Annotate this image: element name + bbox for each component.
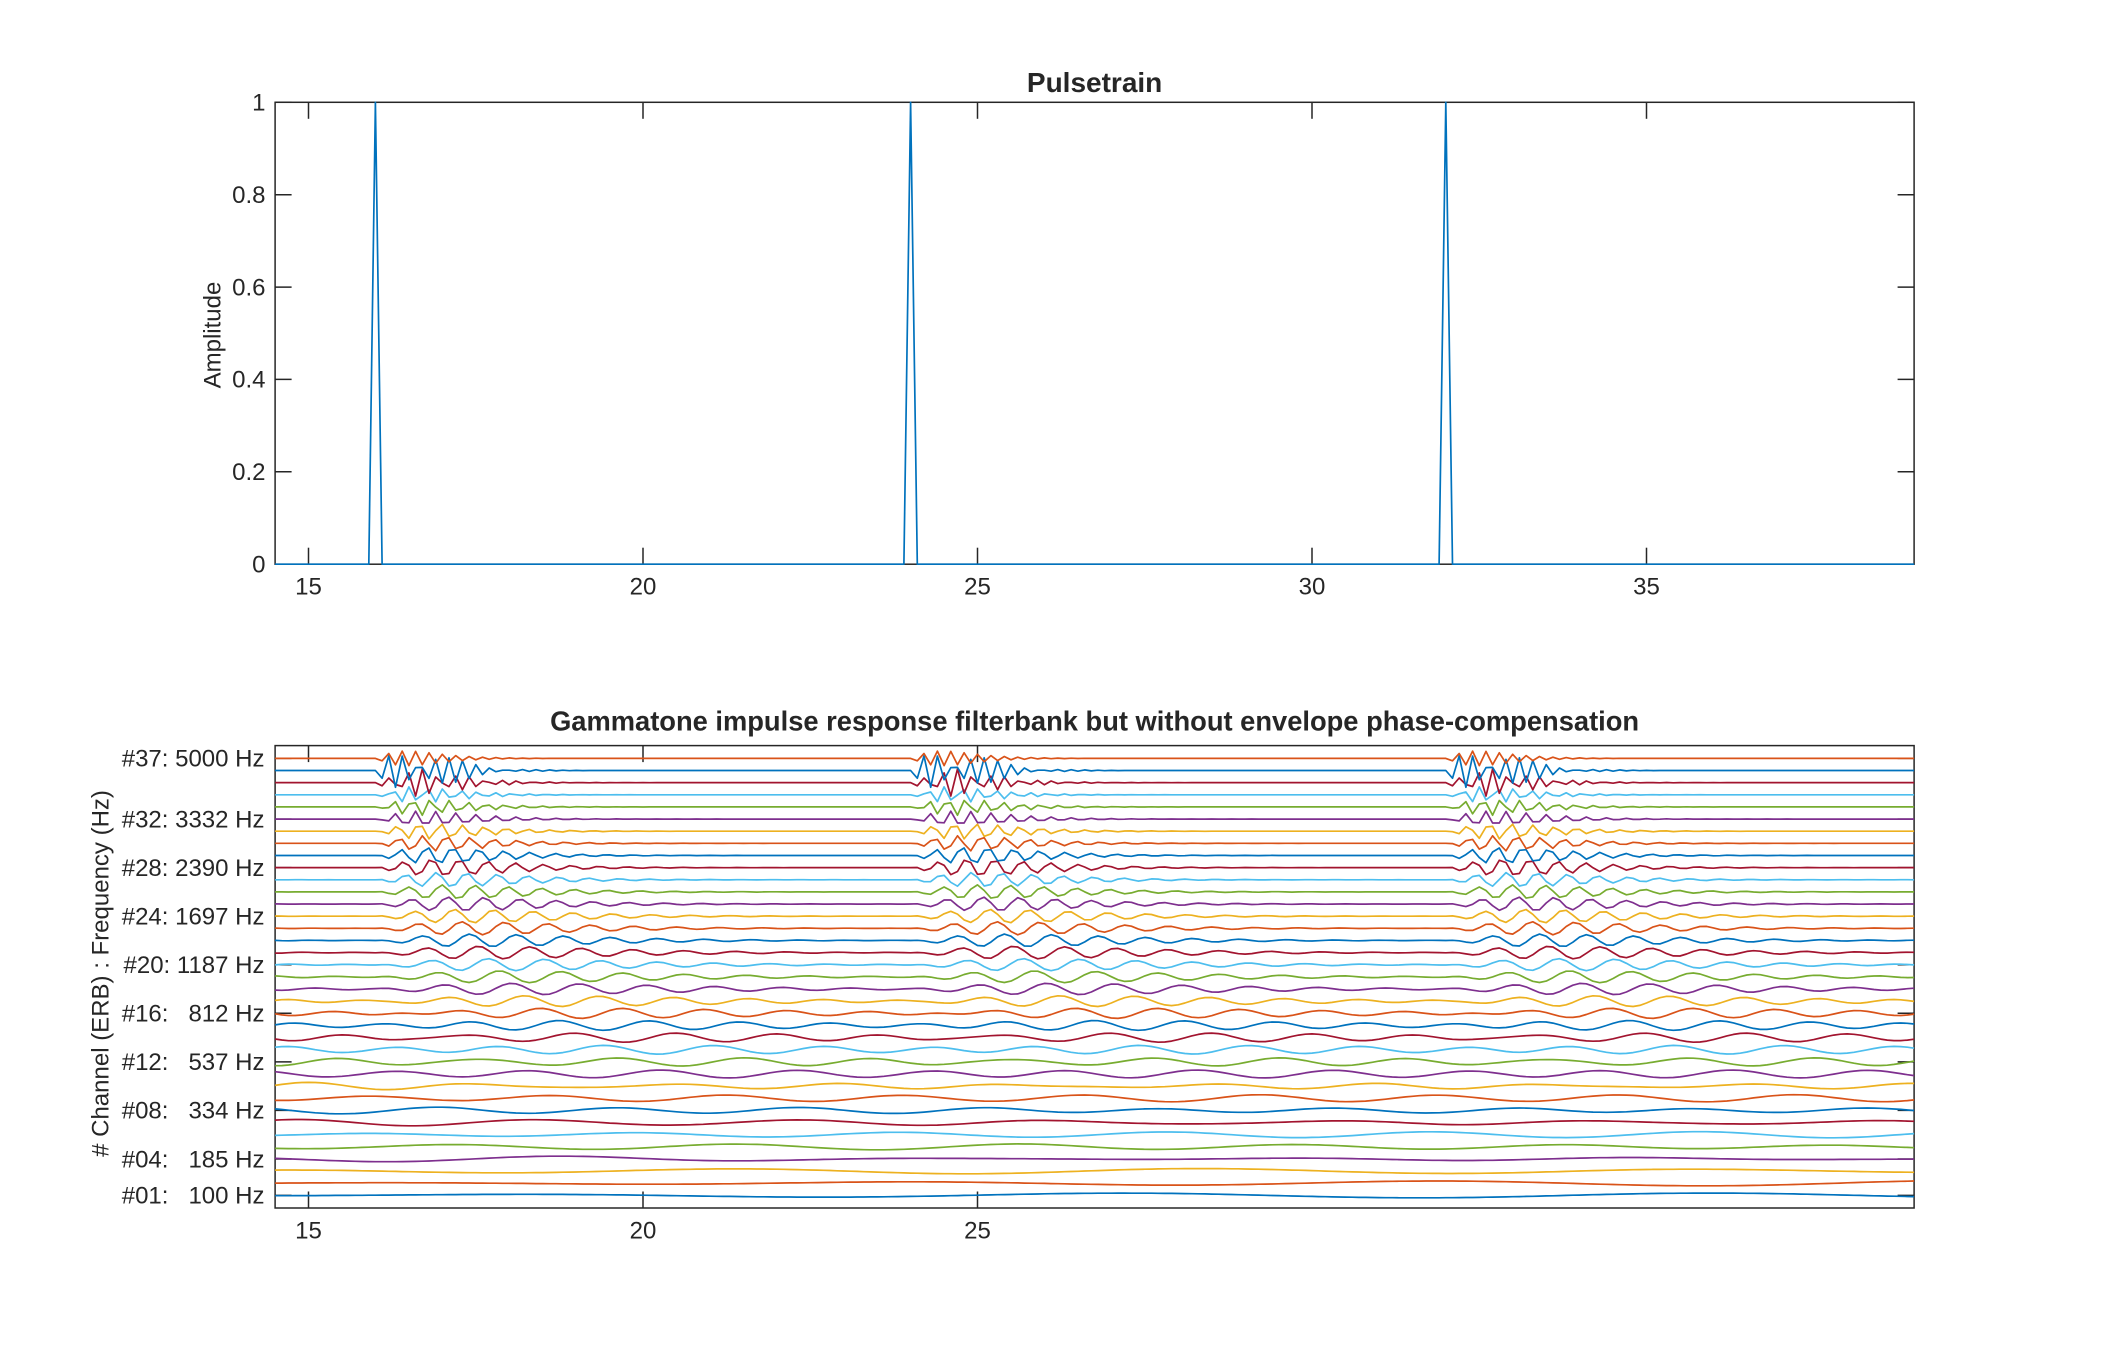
- svg-text:#04: 185 Hz: #04: 185 Hz: [122, 1146, 265, 1173]
- svg-text:15: 15: [295, 574, 322, 601]
- svg-text:20: 20: [630, 1217, 657, 1244]
- svg-text:0.6: 0.6: [232, 274, 265, 301]
- svg-text:# Channel (ERB) : Frequency (H: # Channel (ERB) : Frequency (Hz): [88, 790, 115, 1157]
- svg-text:0: 0: [252, 552, 265, 579]
- svg-text:30: 30: [1299, 574, 1326, 601]
- svg-text:#24: 1697 Hz: #24: 1697 Hz: [122, 904, 265, 931]
- svg-text:20: 20: [630, 574, 657, 601]
- svg-text:0.2: 0.2: [232, 459, 265, 486]
- svg-text:#16: 812 Hz: #16: 812 Hz: [122, 1001, 265, 1028]
- svg-text:#08: 334 Hz: #08: 334 Hz: [122, 1098, 265, 1125]
- svg-text:#37: 5000 Hz: #37: 5000 Hz: [122, 746, 265, 773]
- svg-text:Amplitude: Amplitude: [199, 282, 226, 389]
- svg-text:35: 35: [1633, 574, 1660, 601]
- svg-text:15: 15: [295, 1217, 322, 1244]
- svg-text:Gammatone impulse response fil: Gammatone impulse response filterbank bu…: [550, 706, 1639, 737]
- svg-text:#28: 2390 Hz: #28: 2390 Hz: [122, 855, 265, 882]
- svg-text:#12: 537 Hz: #12: 537 Hz: [122, 1049, 265, 1076]
- svg-text:#01: 100 Hz: #01: 100 Hz: [122, 1183, 265, 1210]
- svg-text:#32: 3332 Hz: #32: 3332 Hz: [122, 806, 265, 833]
- svg-text:25: 25: [964, 574, 991, 601]
- svg-text:0.8: 0.8: [232, 182, 265, 209]
- svg-text:Pulsetrain: Pulsetrain: [1027, 67, 1162, 98]
- svg-text:25: 25: [964, 1217, 991, 1244]
- svg-text:#20: 1187 Hz: #20: 1187 Hz: [124, 952, 265, 979]
- svg-text:1: 1: [252, 90, 265, 117]
- svg-text:0.4: 0.4: [232, 367, 265, 394]
